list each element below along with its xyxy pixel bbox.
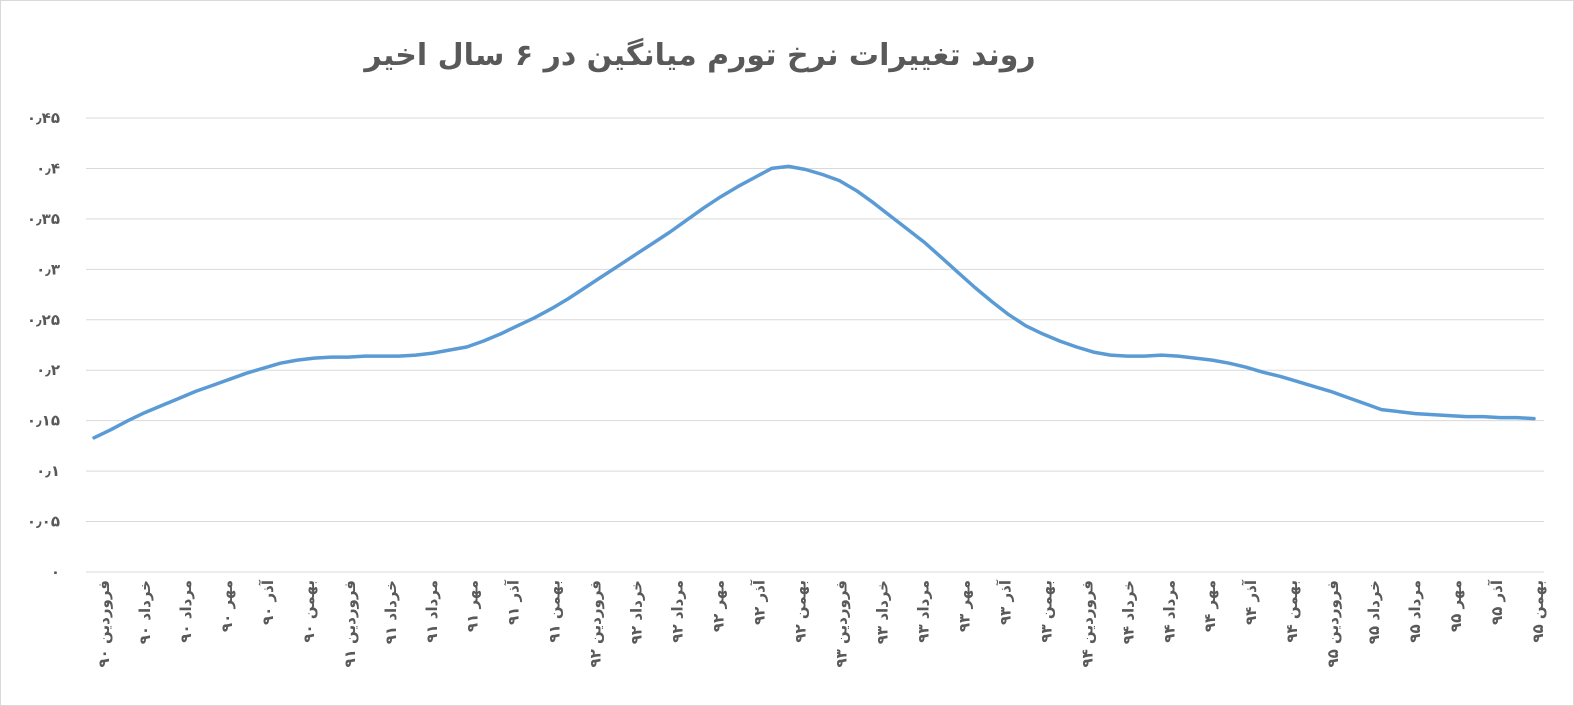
x-tick-label: آذر ۹۲ — [751, 579, 769, 625]
y-tick-label: ۰٫۲ — [36, 361, 60, 379]
x-tick-label: آذر ۹۵ — [1488, 579, 1506, 625]
x-tick-label: فروردین ۹۵ — [1324, 580, 1342, 667]
y-tick-label: ۰٫۱۵ — [27, 412, 60, 430]
x-tick-label: مرداد ۹۴ — [1160, 580, 1178, 643]
y-tick-label: ۰٫۲۵ — [27, 311, 60, 329]
x-tick-label: بهمن ۹۲ — [792, 580, 810, 643]
x-tick-label: خرداد ۹۴ — [1119, 580, 1137, 644]
x-tick-label: بهمن ۹۳ — [1037, 580, 1055, 643]
y-tick-label: ۰٫۱ — [36, 462, 60, 480]
x-tick-label: مهر ۹۱ — [464, 580, 482, 632]
x-tick-label: مرداد ۹۰ — [177, 580, 195, 643]
x-tick-label: بهمن ۹۱ — [546, 580, 564, 643]
x-tick-label: بهمن ۹۴ — [1283, 580, 1301, 643]
x-tick-label: مهر ۹۰ — [218, 580, 236, 632]
x-tick-label: آذر ۹۳ — [996, 579, 1014, 625]
x-tick-label: مرداد ۹۵ — [1406, 580, 1424, 643]
y-tick-label: ۰٫۳ — [36, 260, 60, 278]
x-tick-label: خرداد ۹۵ — [1365, 580, 1383, 644]
x-tick-label: بهمن ۹۵ — [1529, 580, 1547, 643]
y-tick-label: ۰٫۰۵ — [27, 513, 60, 531]
x-tick-label: بهمن ۹۰ — [300, 580, 318, 643]
x-tick-label: مرداد ۹۳ — [914, 580, 932, 643]
x-tick-label: مرداد ۹۲ — [669, 580, 687, 643]
series-line — [92, 164, 1536, 440]
x-tick-label: آذر ۹۰ — [259, 579, 277, 625]
x-tick-label: آذر ۹۴ — [1242, 579, 1260, 625]
x-tick-label: خرداد ۹۰ — [136, 580, 154, 644]
x-tick-label: مهر ۹۵ — [1447, 580, 1465, 632]
x-tick-label: فروردین ۹۳ — [832, 580, 850, 667]
x-tick-label: مهر ۹۴ — [1201, 580, 1219, 632]
y-tick-label: ۰٫۳۵ — [27, 210, 60, 228]
x-tick-label: فروردین ۹۲ — [587, 580, 605, 667]
x-tick-label: مهر ۹۲ — [710, 580, 728, 632]
x-tick-label: فروردین ۹۰ — [95, 580, 113, 667]
chart-title: روند تغییرات نرخ تورم میانگین در ۶ سال ا… — [364, 38, 1036, 73]
x-tick-label: فروردین ۹۴ — [1078, 580, 1096, 667]
x-tick-label: مهر ۹۳ — [955, 580, 973, 632]
x-tick-label: مرداد ۹۱ — [423, 580, 441, 643]
y-tick-label: ۰٫۴ — [36, 159, 60, 177]
y-tick-label: ۰٫۴۵ — [27, 109, 60, 127]
x-tick-label: خرداد ۹۱ — [382, 580, 400, 644]
y-tick-label: ۰ — [51, 563, 60, 581]
x-tick-label: آذر ۹۱ — [505, 579, 523, 625]
x-tick-label: خرداد ۹۳ — [873, 580, 891, 644]
x-tick-label: فروردین ۹۱ — [341, 580, 359, 667]
x-tick-label: خرداد ۹۲ — [628, 580, 646, 644]
